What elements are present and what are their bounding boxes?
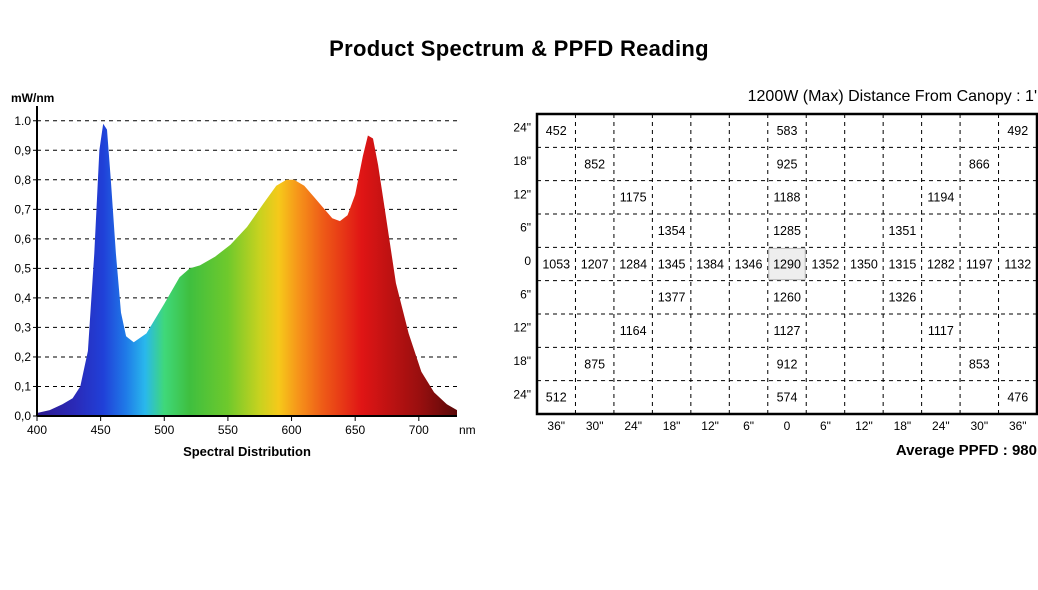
ppfd-row-label: 18" <box>513 154 531 168</box>
ppfd-cell: 1315 <box>888 257 916 271</box>
ppfd-cell: 476 <box>1007 391 1028 405</box>
ppfd-col-label: 12" <box>855 419 873 433</box>
ppfd-cell: 852 <box>584 157 605 171</box>
ppfd-row-label: 0 <box>524 254 531 268</box>
ppfd-cell: 866 <box>969 157 990 171</box>
x-tick: 500 <box>154 423 174 437</box>
ppfd-cell: 1117 <box>928 324 954 338</box>
ppfd-cell: 875 <box>584 357 605 371</box>
ppfd-cell: 1352 <box>812 257 840 271</box>
y-tick: 1.0 <box>14 114 31 128</box>
page-title: Product Spectrum & PPFD Reading <box>0 36 1038 62</box>
ppfd-cell: 574 <box>777 391 798 405</box>
ppfd-grid: 24" 18" 12" 6" 0 6" 12" 18" 24" 36" 30" 24" 18" 12" 6"… <box>509 112 1038 438</box>
y-tick: 0,8 <box>14 173 31 187</box>
ppfd-cell: 1350 <box>850 257 878 271</box>
ppfd-col-label: 18" <box>894 419 912 433</box>
x-tick: 400 <box>27 423 47 437</box>
ppfd-cell: 853 <box>969 357 990 371</box>
y-tick: 0,2 <box>14 350 31 364</box>
ppfd-col-label: 30" <box>586 419 604 433</box>
ppfd-cell: 1188 <box>774 191 801 205</box>
y-tick: 0,6 <box>14 232 31 246</box>
ppfd-cell: 1377 <box>658 291 686 305</box>
ppfd-cell: 1260 <box>773 291 801 305</box>
ppfd-panel: 1200W (Max) Distance From Canopy : 1' 24… <box>509 88 1038 466</box>
ppfd-cell: 1207 <box>581 257 609 271</box>
y-tick: 0,0 <box>14 409 31 423</box>
ppfd-row-label: 18" <box>513 354 531 368</box>
ppfd-col-label: 24" <box>624 419 642 433</box>
ppfd-col-label: 24" <box>932 419 950 433</box>
ppfd-cell: 1194 <box>927 191 954 205</box>
ppfd-cell: 1282 <box>927 257 955 271</box>
y-tick: 0,9 <box>14 143 31 157</box>
ppfd-cell: 1053 <box>542 257 570 271</box>
y-tick: 0,7 <box>14 202 31 216</box>
x-tick: 600 <box>282 423 302 437</box>
ppfd-cell: 492 <box>1007 124 1028 138</box>
ppfd-cell: 912 <box>777 357 798 371</box>
ppfd-cell: 583 <box>777 124 798 138</box>
y-tick: 0,5 <box>14 261 31 275</box>
ppfd-col-label: 18" <box>663 419 681 433</box>
ppfd-row-label: 6" <box>520 287 531 301</box>
y-unit: mW/nm <box>11 91 54 105</box>
ppfd-col-label: 12" <box>701 419 719 433</box>
ppfd-row-label: 12" <box>513 321 531 335</box>
x-tick: 650 <box>345 423 365 437</box>
ppfd-cell: 1384 <box>696 257 724 271</box>
ppfd-cell: 1345 <box>658 257 686 271</box>
ppfd-row-label: 24" <box>513 121 531 135</box>
x-tick: 550 <box>218 423 238 437</box>
ppfd-cell: 1164 <box>620 324 647 338</box>
ppfd-title: 1200W (Max) Distance From Canopy : 1' <box>509 88 1038 106</box>
ppfd-col-label: 30" <box>971 419 989 433</box>
ppfd-cell: 452 <box>546 124 567 138</box>
ppfd-cell: 925 <box>777 157 798 171</box>
ppfd-cell: 1175 <box>620 191 647 205</box>
ppfd-col-label: 36" <box>547 419 565 433</box>
y-tick: 0,3 <box>14 320 31 334</box>
ppfd-cell: 1284 <box>619 257 647 271</box>
y-tick: 0,1 <box>14 379 31 393</box>
ppfd-cell: 1197 <box>966 257 993 271</box>
x-unit: nm <box>459 423 476 437</box>
ppfd-cell: 1351 <box>888 224 916 238</box>
ppfd-cell: 1285 <box>773 224 801 238</box>
spectrum-chart: mW/nm 0,0 0,1 0,2 0,3 0,4 0,5 0,6 0,7 0,8 0,9 1.0 40… <box>0 88 479 466</box>
ppfd-col-label: 0 <box>784 419 791 433</box>
ppfd-cell: 1132 <box>1004 257 1031 271</box>
ppfd-cell: 1127 <box>774 324 801 338</box>
ppfd-cell: 512 <box>546 391 567 405</box>
ppfd-cell: 1354 <box>658 224 686 238</box>
x-tick: 450 <box>91 423 111 437</box>
ppfd-row-label: 6" <box>520 221 531 235</box>
ppfd-row-label: 24" <box>513 387 531 401</box>
panels-row: mW/nm 0,0 0,1 0,2 0,3 0,4 0,5 0,6 0,7 0,8 0,9 1.0 40… <box>0 88 1038 466</box>
ppfd-col-label: 36" <box>1009 419 1027 433</box>
x-tick: 700 <box>409 423 429 437</box>
spectrum-sublabel: Spectral Distribution <box>183 444 311 459</box>
ppfd-row-label: 12" <box>513 187 531 201</box>
ppfd-col-label: 6" <box>820 419 831 433</box>
ppfd-cell: 1326 <box>888 291 916 305</box>
y-tick: 0,4 <box>14 291 31 305</box>
ppfd-col-label: 6" <box>743 419 754 433</box>
spectrum-panel: mW/nm 0,0 0,1 0,2 0,3 0,4 0,5 0,6 0,7 0,8 0,9 1.0 40… <box>0 88 479 466</box>
ppfd-average: Average PPFD : 980 <box>509 442 1038 459</box>
ppfd-cell: 1346 <box>735 257 763 271</box>
ppfd-cell: 1290 <box>773 257 801 271</box>
